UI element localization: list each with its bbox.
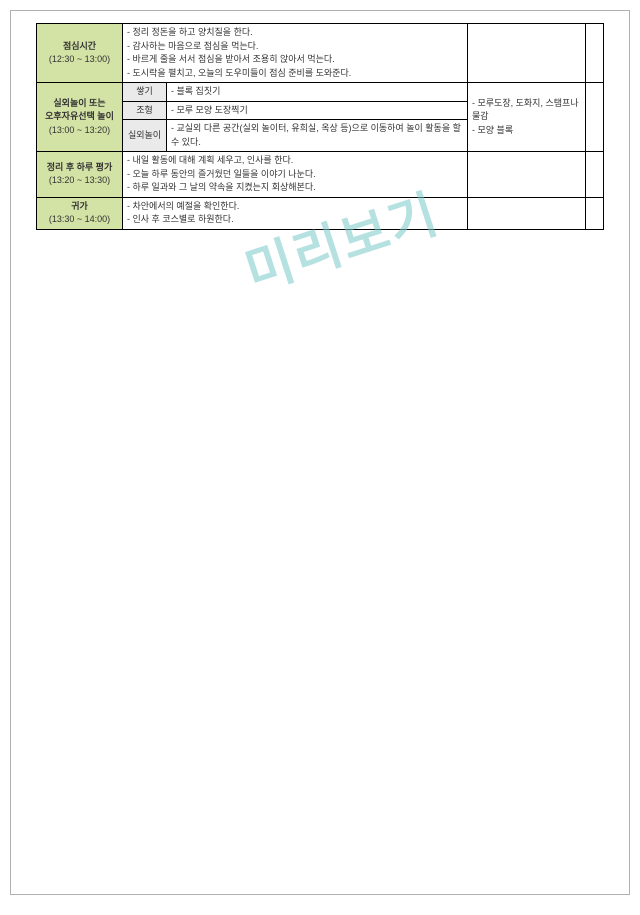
right-cell: - 모루도장, 도화지, 스탬프나 물감 - 모양 블록 (468, 83, 586, 152)
right-cell (468, 152, 586, 198)
time-label: 귀가 (41, 200, 118, 214)
table-row: 귀가 (13:30 ~ 14:00) - 차안에서의 예절을 확인한다. - 인… (37, 197, 604, 229)
time-range: (12:30 ~ 13:00) (41, 53, 118, 67)
time-label: 정리 후 하루 평가 (41, 161, 118, 175)
content-cell: - 내일 활동에 대해 계획 세우고, 인사를 한다. - 오늘 하루 동안의 … (123, 152, 468, 198)
time-cell-lunch: 점심시간 (12:30 ~ 13:00) (37, 24, 123, 83)
sub-label-cell: 쌓기 (123, 83, 167, 102)
sub-content-cell: - 교실외 다른 공간(실외 놀이터, 유희실, 옥상 등)으로 이동하여 놀이… (167, 120, 468, 152)
right-line: - 모양 블록 (472, 124, 581, 138)
sub-content-cell: - 모루 모양 도장찍기 (167, 101, 468, 120)
table-row: 점심시간 (12:30 ~ 13:00) - 정리 정돈을 하고 양치질을 한다… (37, 24, 604, 83)
time-range: (13:30 ~ 14:00) (41, 213, 118, 227)
content-line: - 도시락을 펼치고, 오늘의 도우미들이 점심 준비를 도와준다. (127, 67, 463, 81)
content-line: - 감사하는 마음으로 점심을 먹는다. (127, 40, 463, 54)
time-cell-gohome: 귀가 (13:30 ~ 14:00) (37, 197, 123, 229)
content-line: - 인사 후 코스별로 하원한다. (127, 213, 463, 227)
content-cell: - 차안에서의 예절을 확인한다. - 인사 후 코스별로 하원한다. (123, 197, 468, 229)
schedule-table: 점심시간 (12:30 ~ 13:00) - 정리 정돈을 하고 양치질을 한다… (36, 23, 604, 230)
right-line: - 모루도장, 도화지, 스탬프나 물감 (472, 97, 581, 124)
time-cell-outdoor: 실외놀이 또는 오후자유선택 놀이 (13:00 ~ 13:20) (37, 83, 123, 152)
content-line: - 차안에서의 예절을 확인한다. (127, 200, 463, 214)
sub-label-cell: 실외놀이 (123, 120, 167, 152)
right-cell (468, 197, 586, 229)
last-cell (586, 24, 604, 83)
time-cell-review: 정리 후 하루 평가 (13:20 ~ 13:30) (37, 152, 123, 198)
table-row: 정리 후 하루 평가 (13:20 ~ 13:30) - 내일 활동에 대해 계… (37, 152, 604, 198)
sub-content-cell: - 블록 집짓기 (167, 83, 468, 102)
content-line: - 하루 일과와 그 날의 약속을 지켰는지 회상해본다. (127, 181, 463, 195)
sub-label-cell: 조형 (123, 101, 167, 120)
content-cell: - 정리 정돈을 하고 양치질을 한다. - 감사하는 마음으로 점심을 먹는다… (123, 24, 468, 83)
time-label: 점심시간 (41, 40, 118, 54)
table-row: 실외놀이 또는 오후자유선택 놀이 (13:00 ~ 13:20) 쌓기 - 블… (37, 83, 604, 102)
content-line: - 내일 활동에 대해 계획 세우고, 인사를 한다. (127, 154, 463, 168)
last-cell (586, 197, 604, 229)
page-frame: 점심시간 (12:30 ~ 13:00) - 정리 정돈을 하고 양치질을 한다… (10, 10, 630, 895)
content-line: - 정리 정돈을 하고 양치질을 한다. (127, 26, 463, 40)
time-range: (13:20 ~ 13:30) (41, 174, 118, 188)
last-cell (586, 152, 604, 198)
content-line: - 오늘 하루 동안의 즐거웠던 일들을 이야기 나눈다. (127, 168, 463, 182)
content-line: - 바르게 줄을 서서 점심을 받아서 조용히 앉아서 먹는다. (127, 53, 463, 67)
last-cell (586, 83, 604, 152)
time-range: (13:00 ~ 13:20) (41, 124, 118, 138)
right-cell (468, 24, 586, 83)
time-label: 실외놀이 또는 오후자유선택 놀이 (41, 97, 118, 124)
